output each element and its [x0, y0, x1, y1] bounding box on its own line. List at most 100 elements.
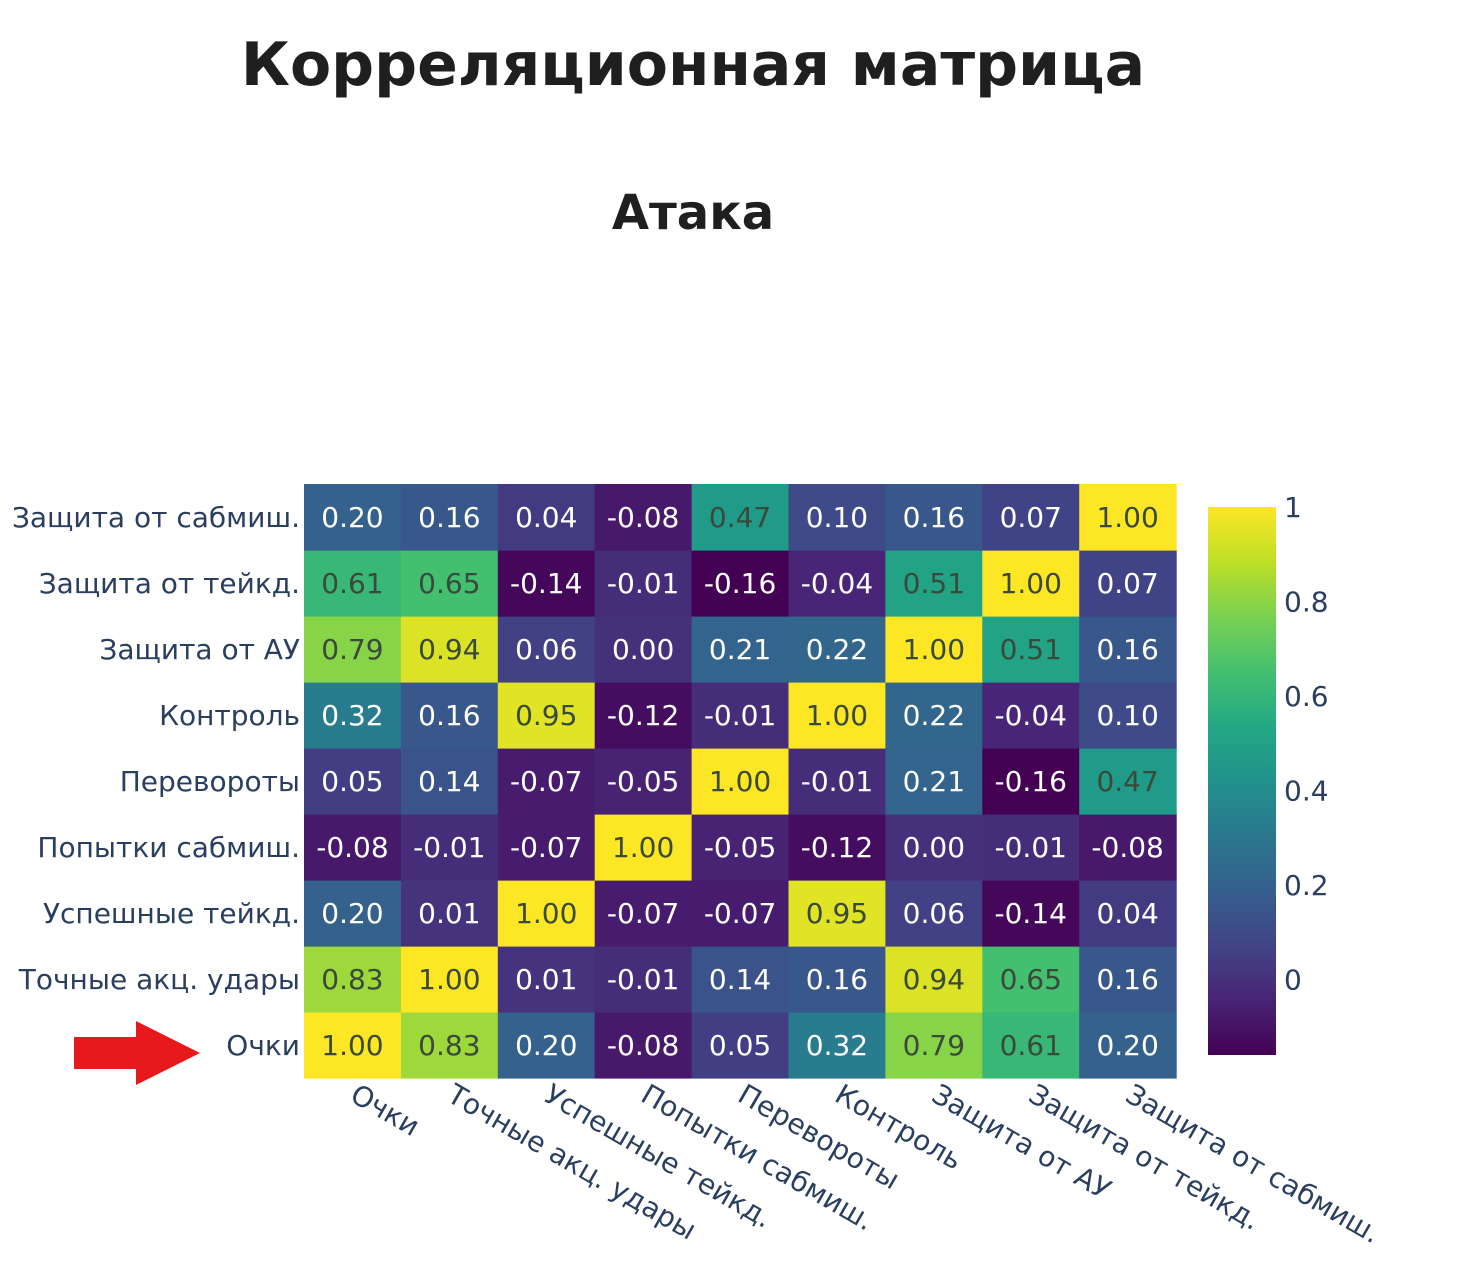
- cell-value-label: -0.16: [995, 765, 1067, 798]
- cell-value-label: 1.00: [709, 765, 771, 798]
- heatmap-cell: [400, 748, 499, 815]
- cell-value-label: -0.07: [510, 765, 582, 798]
- heatmap-cell: [594, 1012, 693, 1079]
- cell-value-label: 0.95: [806, 897, 868, 930]
- cell-value-label: -0.07: [510, 831, 582, 864]
- y-tick-label: Попытки сабмиш.: [37, 831, 300, 864]
- heatmap-cell: [982, 550, 1080, 617]
- heatmap-cell: [594, 946, 693, 1013]
- heatmap-cell: [400, 550, 499, 617]
- cell-value-label: 0.16: [1096, 633, 1158, 666]
- heatmap-cell: [1079, 484, 1177, 551]
- heatmap-cell: [304, 946, 402, 1013]
- heatmap-cell: [788, 814, 886, 881]
- heatmap-cell: [497, 1012, 596, 1079]
- cell-value-label: 0.01: [418, 897, 480, 930]
- cell-value-label: 0.05: [709, 1029, 771, 1062]
- heatmap-cell: [982, 748, 1080, 815]
- cell-value-label: 0.47: [1096, 765, 1158, 798]
- heatmap-cell: [982, 484, 1080, 551]
- cell-value-label: 0.32: [321, 699, 383, 732]
- cell-value-label: 0.79: [321, 633, 383, 666]
- cell-value-label: 0.05: [321, 765, 383, 798]
- heatmap-cell: [1079, 616, 1177, 683]
- cell-value-label: -0.12: [801, 831, 873, 864]
- heatmap-cell: [885, 484, 983, 551]
- heatmap-cell: [304, 682, 402, 749]
- chart-title: Атака: [611, 185, 775, 241]
- heatmap-cell: [400, 946, 499, 1013]
- cell-value-label: 0.14: [709, 963, 771, 996]
- cell-value-label: 0.16: [903, 501, 965, 534]
- cell-value-label: -0.14: [995, 897, 1067, 930]
- heatmap-cell: [885, 946, 983, 1013]
- heatmap-cell: [304, 484, 402, 551]
- heatmap-cell: [691, 484, 790, 551]
- cell-value-label: -0.01: [995, 831, 1067, 864]
- heatmap-cell: [885, 1012, 983, 1079]
- heatmap-cell: [691, 1012, 790, 1079]
- cell-value-label: 0.21: [903, 765, 965, 798]
- y-tick-label: Очки: [226, 1029, 300, 1062]
- cell-value-label: 0.51: [1000, 633, 1062, 666]
- cell-value-label: 0.16: [1096, 963, 1158, 996]
- x-tick-label: Очки: [345, 1077, 425, 1142]
- page-title: Корреляционная матрица: [240, 30, 1146, 100]
- heatmap-cell: [982, 814, 1080, 881]
- heatmap-cell: [400, 616, 499, 683]
- cell-value-label: 0.14: [418, 765, 480, 798]
- colorbar-tick-label: 0.8: [1284, 585, 1329, 618]
- heatmap-cell: [497, 946, 596, 1013]
- heatmap-cell: [691, 616, 790, 683]
- heatmap-cell: [400, 814, 499, 881]
- heatmap-cell: [691, 748, 790, 815]
- cell-value-label: 1.00: [612, 831, 674, 864]
- heatmap-cell: [400, 880, 499, 947]
- heatmap-cell: [885, 550, 983, 617]
- cell-value-label: 0.10: [806, 501, 868, 534]
- cell-value-label: 0.00: [903, 831, 965, 864]
- cell-value-label: 1.00: [418, 963, 480, 996]
- heatmap-cell: [1079, 946, 1177, 1013]
- cell-value-label: 0.61: [321, 567, 383, 600]
- heatmap-cell: [594, 616, 693, 683]
- cell-value-label: -0.16: [704, 567, 776, 600]
- heatmap-cell: [304, 814, 402, 881]
- heatmap-cell: [691, 880, 790, 947]
- cell-value-label: -0.07: [607, 897, 679, 930]
- y-tick-label: Защита от тейкд.: [39, 567, 300, 600]
- heatmap-cell: [982, 682, 1080, 749]
- cell-value-label: 0.10: [1096, 699, 1158, 732]
- y-tick-label: Контроль: [159, 699, 300, 732]
- cell-value-label: -0.14: [510, 567, 582, 600]
- heatmap-cell: [497, 682, 596, 749]
- cell-value-label: -0.01: [607, 567, 679, 600]
- heatmap-cell: [788, 616, 886, 683]
- colorbar: [1208, 507, 1276, 1055]
- heatmap-cell: [594, 880, 693, 947]
- heatmap-cell: [982, 946, 1080, 1013]
- cell-value-label: -0.01: [704, 699, 776, 732]
- heatmap-cell: [885, 682, 983, 749]
- heatmap-cell: [982, 1012, 1080, 1079]
- heatmap-cell: [788, 682, 886, 749]
- y-tick-label: Защита от сабмиш.: [12, 501, 300, 534]
- cell-value-label: 1.00: [1000, 567, 1062, 600]
- colorbar-tick-label: 0.2: [1284, 869, 1329, 902]
- red-arrow-icon: [74, 1021, 200, 1085]
- cell-value-label: 0.65: [418, 567, 480, 600]
- cell-value-label: 0.20: [321, 501, 383, 534]
- cell-value-label: 0.07: [1000, 501, 1062, 534]
- heatmap-cell: [594, 484, 693, 551]
- cell-value-label: 0.32: [806, 1029, 868, 1062]
- y-tick-label: Перевороты: [120, 765, 300, 798]
- heatmap-cell: [1079, 682, 1177, 749]
- y-tick-label: Успешные тейкд.: [43, 897, 300, 930]
- cell-value-label: 0.16: [418, 501, 480, 534]
- heatmap-cells: [304, 484, 1177, 1079]
- heatmap-cell: [497, 880, 596, 947]
- cell-value-label: 0.06: [903, 897, 965, 930]
- y-tick-label: Точные акц. удары: [18, 963, 300, 996]
- colorbar-tick-labels: 0 0.2 0.4 0.6 0.8 1: [1284, 491, 1329, 996]
- heatmap-cell: [691, 946, 790, 1013]
